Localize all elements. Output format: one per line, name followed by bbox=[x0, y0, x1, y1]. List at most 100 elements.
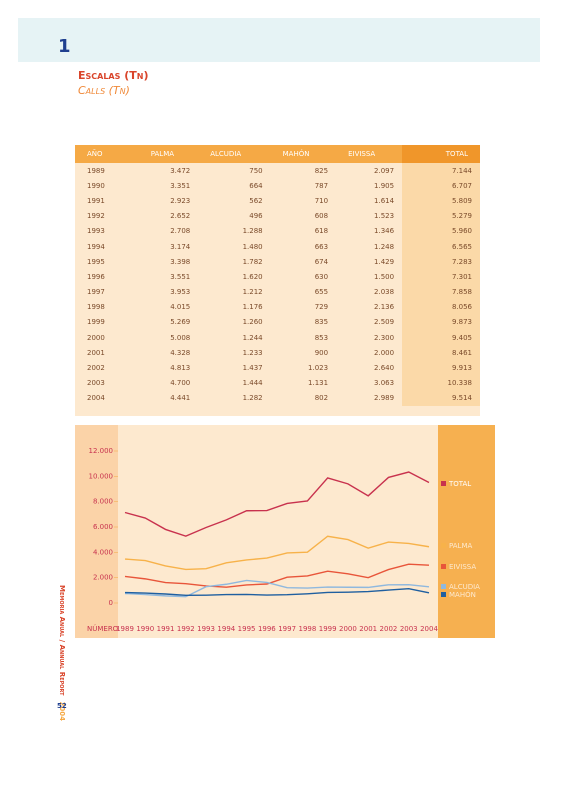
table-row: 1989 3.472 750 825 2.097 7.144 bbox=[75, 163, 480, 179]
chapter-number: 1 bbox=[58, 36, 71, 57]
table-cell: 1.346 bbox=[374, 227, 395, 236]
y-tick-label: 0 bbox=[109, 599, 113, 607]
table-cell: 1.782 bbox=[242, 257, 263, 266]
table-cell: 608 bbox=[314, 212, 329, 221]
x-tick-label: 1999 bbox=[319, 625, 337, 633]
table-cell: 2003 bbox=[87, 379, 105, 388]
column-header: AÑO bbox=[75, 145, 139, 163]
table-cell: 2.038 bbox=[374, 288, 395, 297]
table-cell: 1.500 bbox=[374, 272, 395, 281]
y-tick-label: 12.000 bbox=[89, 447, 114, 455]
table-cell: 1.480 bbox=[242, 242, 263, 251]
table-cell: 4.441 bbox=[170, 394, 191, 403]
table-row: 2000 5.008 1.244 853 2.300 9.405 bbox=[75, 330, 480, 346]
series-line bbox=[124, 579, 430, 598]
table-cell: 2.300 bbox=[374, 333, 395, 342]
table-cell: 853 bbox=[314, 333, 329, 342]
table-cell: 1.523 bbox=[374, 212, 395, 221]
table-row: 1998 4.015 1.176 729 2.136 8.056 bbox=[75, 299, 480, 315]
table-cell: 710 bbox=[314, 196, 329, 205]
table-cell: 1992 bbox=[87, 212, 105, 221]
table-cell: 7.283 bbox=[402, 254, 480, 270]
legend-swatch bbox=[441, 481, 446, 486]
table-cell: 825 bbox=[314, 166, 329, 175]
table-cell: 1.288 bbox=[242, 227, 263, 236]
y-tick-label: 10.000 bbox=[89, 472, 114, 480]
table-cell: 2001 bbox=[87, 348, 105, 357]
legend-label: TOTAL bbox=[448, 480, 471, 488]
table-row: 1999 5.269 1.260 835 2.509 9.873 bbox=[75, 314, 480, 331]
table-cell: 1.260 bbox=[242, 318, 263, 327]
table-cell: 630 bbox=[314, 272, 329, 281]
table-cell: 2.652 bbox=[170, 212, 191, 221]
table-cell: 2004 bbox=[87, 394, 105, 403]
table-cell: 2002 bbox=[87, 364, 105, 373]
table-cell: 2.097 bbox=[374, 166, 395, 175]
table-cell: 1.176 bbox=[242, 303, 263, 312]
legend-swatch bbox=[441, 592, 446, 597]
legend-label: EIVISSA bbox=[449, 563, 476, 571]
table-cell: 900 bbox=[314, 348, 329, 357]
table-cell: 674 bbox=[314, 257, 329, 266]
table-cell: 1994 bbox=[87, 242, 105, 251]
table-cell: 5.008 bbox=[170, 333, 191, 342]
title: Escalas (Tn) bbox=[78, 69, 149, 82]
table-cell: 5.960 bbox=[402, 223, 480, 239]
series-line bbox=[124, 535, 430, 571]
table-cell: 618 bbox=[314, 227, 329, 236]
series-line bbox=[124, 471, 430, 537]
table-cell: 8.461 bbox=[402, 345, 480, 361]
table-row: 1997 3.953 1.212 655 2.038 7.858 bbox=[75, 284, 480, 300]
table-cell: 562 bbox=[249, 196, 263, 205]
table-cell: 3.174 bbox=[170, 242, 191, 251]
legend-column bbox=[438, 425, 495, 638]
table-cell: 5.279 bbox=[402, 208, 480, 224]
table-cell: 1.905 bbox=[374, 181, 395, 190]
table-cell: 3.063 bbox=[374, 379, 395, 388]
x-axis-label: NÚMERO bbox=[87, 624, 119, 633]
column-header: PALMA bbox=[138, 145, 199, 163]
table-cell: 4.700 bbox=[170, 379, 191, 388]
series-line bbox=[124, 563, 430, 588]
legend-label: ALCUDIA bbox=[449, 583, 480, 591]
table-cell: 6.565 bbox=[402, 238, 480, 255]
table-cell: 2.640 bbox=[374, 364, 395, 373]
table-cell: 787 bbox=[314, 181, 329, 190]
table-cell: 4.015 bbox=[170, 303, 191, 312]
table-cell: 1.437 bbox=[242, 364, 263, 373]
table-cell: 2000 bbox=[87, 333, 105, 342]
table-cell: 1.212 bbox=[242, 288, 263, 297]
table-cell: 1998 bbox=[87, 303, 105, 312]
y-tick-label: 6.000 bbox=[93, 523, 113, 531]
table-row: 2004 4.441 1.282 802 2.989 9.514 bbox=[75, 390, 480, 406]
table-cell: 9.873 bbox=[402, 314, 480, 331]
x-tick-label: 1994 bbox=[217, 625, 235, 633]
x-tick-label: 1991 bbox=[157, 625, 175, 633]
table-cell: 9.405 bbox=[402, 330, 480, 346]
table-cell: 2.136 bbox=[374, 303, 395, 312]
x-tick-label: 1993 bbox=[197, 625, 215, 633]
table-cell: 2.509 bbox=[374, 318, 395, 327]
table-cell: 655 bbox=[314, 288, 329, 297]
sidebar: Memoria Anual / Annual Report2004 bbox=[58, 585, 66, 721]
table-cell: 1.233 bbox=[242, 348, 263, 357]
table-row: 1994 3.174 1.480 663 1.248 6.565 bbox=[75, 238, 480, 255]
x-tick-label: 2003 bbox=[400, 625, 418, 633]
data-table: AÑO PALMA ALCUDIA MAHÓN EIVISSA TOTAL 1989 3.47… bbox=[75, 145, 480, 416]
table-cell: 6.707 bbox=[402, 178, 480, 194]
y-tick-label: 8.000 bbox=[93, 498, 113, 506]
table-cell: 1989 bbox=[87, 166, 105, 175]
table-cell: 1.444 bbox=[242, 379, 263, 388]
x-tick-label: 2001 bbox=[359, 625, 377, 633]
table-cell: 1990 bbox=[87, 181, 105, 190]
x-tick-label: 2004 bbox=[420, 625, 438, 633]
column-header: TOTAL bbox=[402, 145, 480, 163]
table-cell: 5.809 bbox=[402, 193, 480, 209]
table-cell: 5.269 bbox=[170, 318, 191, 327]
table-cell: 1.620 bbox=[242, 272, 263, 281]
table-cell: 750 bbox=[249, 166, 263, 175]
column-header: EIVISSA bbox=[336, 145, 403, 163]
x-tick-label: 2000 bbox=[339, 625, 357, 633]
x-tick-label: 1989 bbox=[116, 625, 134, 633]
